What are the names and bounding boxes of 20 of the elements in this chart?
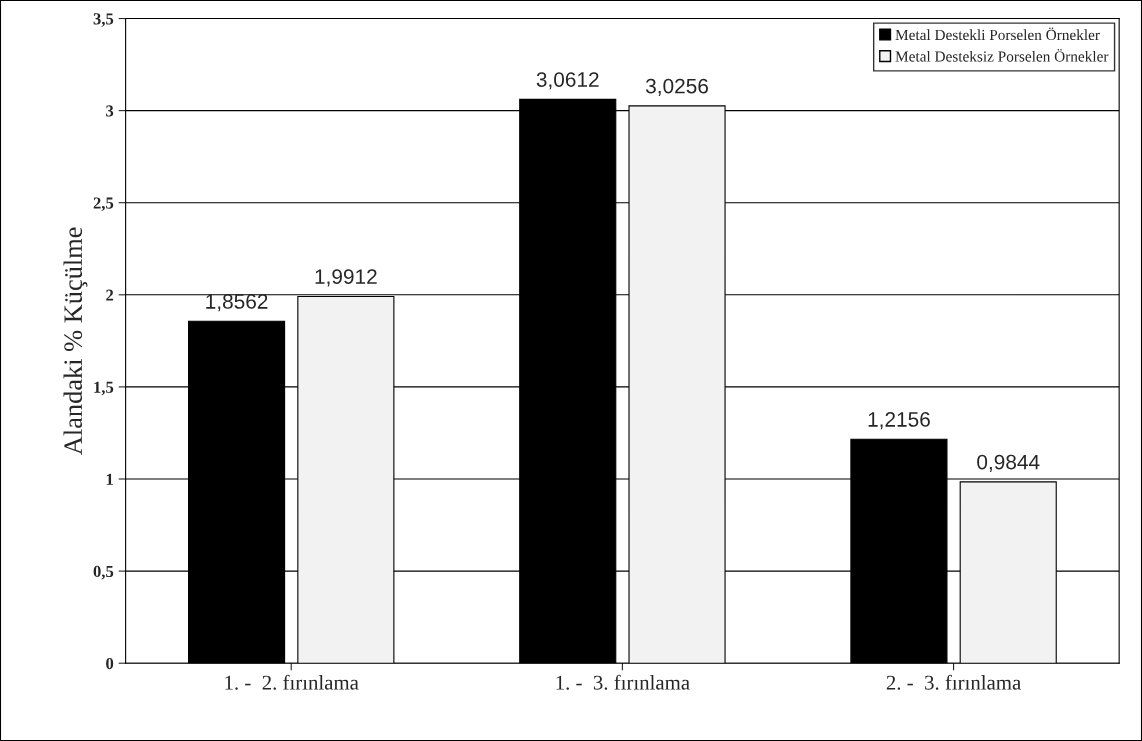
legend-label: Metal Desteksiz Porselen Örnekler: [895, 49, 1109, 62]
y-tick-label: 3,5: [93, 13, 114, 27]
x-tick-label: 1. - 2. fırınlama: [225, 674, 359, 690]
x-tick-label: 2. - 3. fırınlama: [886, 674, 1021, 690]
y-tick-label: 1: [106, 473, 113, 485]
y-tick-label: 0,5: [93, 565, 114, 580]
data-label: 0,9844: [977, 454, 1040, 472]
legend-label: Metal Destekli Porselen Örnekler: [895, 27, 1100, 41]
y-tick-label: 3: [106, 105, 114, 117]
y-axis-title: Alandaki % Küçülme: [63, 227, 88, 455]
data-label: 1,9912: [315, 269, 377, 287]
data-label: 3,0256: [645, 78, 708, 96]
y-tick-label: 0: [106, 657, 114, 670]
y-tick-label: 2: [106, 289, 114, 301]
data-label: 3,0612: [536, 72, 599, 90]
data-label: 1,2156: [868, 412, 930, 430]
x-tick-label: 1. - 3. fırınlama: [556, 674, 690, 690]
y-tick-label: 2,5: [93, 197, 114, 212]
y-tick-label: 1,5: [94, 381, 114, 396]
data-label: 1,8562: [206, 294, 268, 312]
